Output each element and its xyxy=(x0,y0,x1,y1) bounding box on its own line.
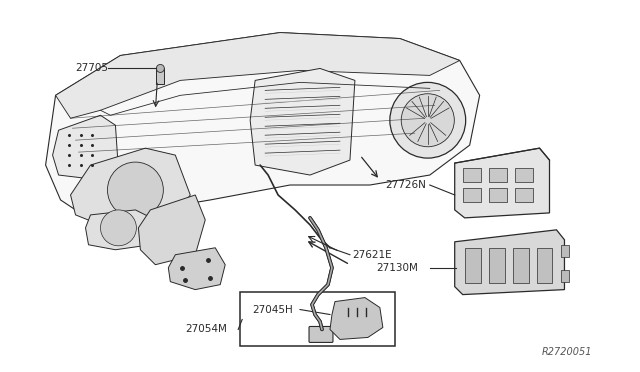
Text: 27705: 27705 xyxy=(76,64,109,73)
Text: R2720051: R2720051 xyxy=(541,347,592,357)
Polygon shape xyxy=(52,115,118,180)
Polygon shape xyxy=(454,148,550,218)
Text: 27045H: 27045H xyxy=(252,305,293,315)
Circle shape xyxy=(100,210,136,246)
Polygon shape xyxy=(70,148,190,225)
Circle shape xyxy=(108,162,163,218)
Polygon shape xyxy=(45,33,479,220)
Text: 27130M: 27130M xyxy=(376,263,418,273)
Bar xyxy=(465,248,481,283)
Bar xyxy=(515,168,532,182)
Circle shape xyxy=(401,94,454,147)
Polygon shape xyxy=(330,298,383,339)
Bar xyxy=(513,248,529,283)
Text: 27726N: 27726N xyxy=(385,180,426,190)
Bar xyxy=(240,292,395,346)
Bar xyxy=(463,188,481,202)
FancyBboxPatch shape xyxy=(309,327,333,342)
Bar xyxy=(488,188,507,202)
Bar xyxy=(561,270,570,282)
Bar xyxy=(488,168,507,182)
Bar xyxy=(463,168,481,182)
Bar xyxy=(488,248,504,283)
Bar xyxy=(536,248,552,283)
Bar xyxy=(515,188,532,202)
Polygon shape xyxy=(250,68,355,175)
Polygon shape xyxy=(138,195,205,265)
Circle shape xyxy=(156,64,164,73)
Bar xyxy=(561,245,570,257)
Polygon shape xyxy=(168,248,225,290)
Polygon shape xyxy=(56,33,460,118)
Text: 27621E: 27621E xyxy=(352,250,392,260)
Text: 27054M: 27054M xyxy=(186,324,227,334)
Polygon shape xyxy=(86,210,156,250)
Polygon shape xyxy=(454,230,564,295)
Circle shape xyxy=(390,82,466,158)
Bar xyxy=(156,68,164,84)
